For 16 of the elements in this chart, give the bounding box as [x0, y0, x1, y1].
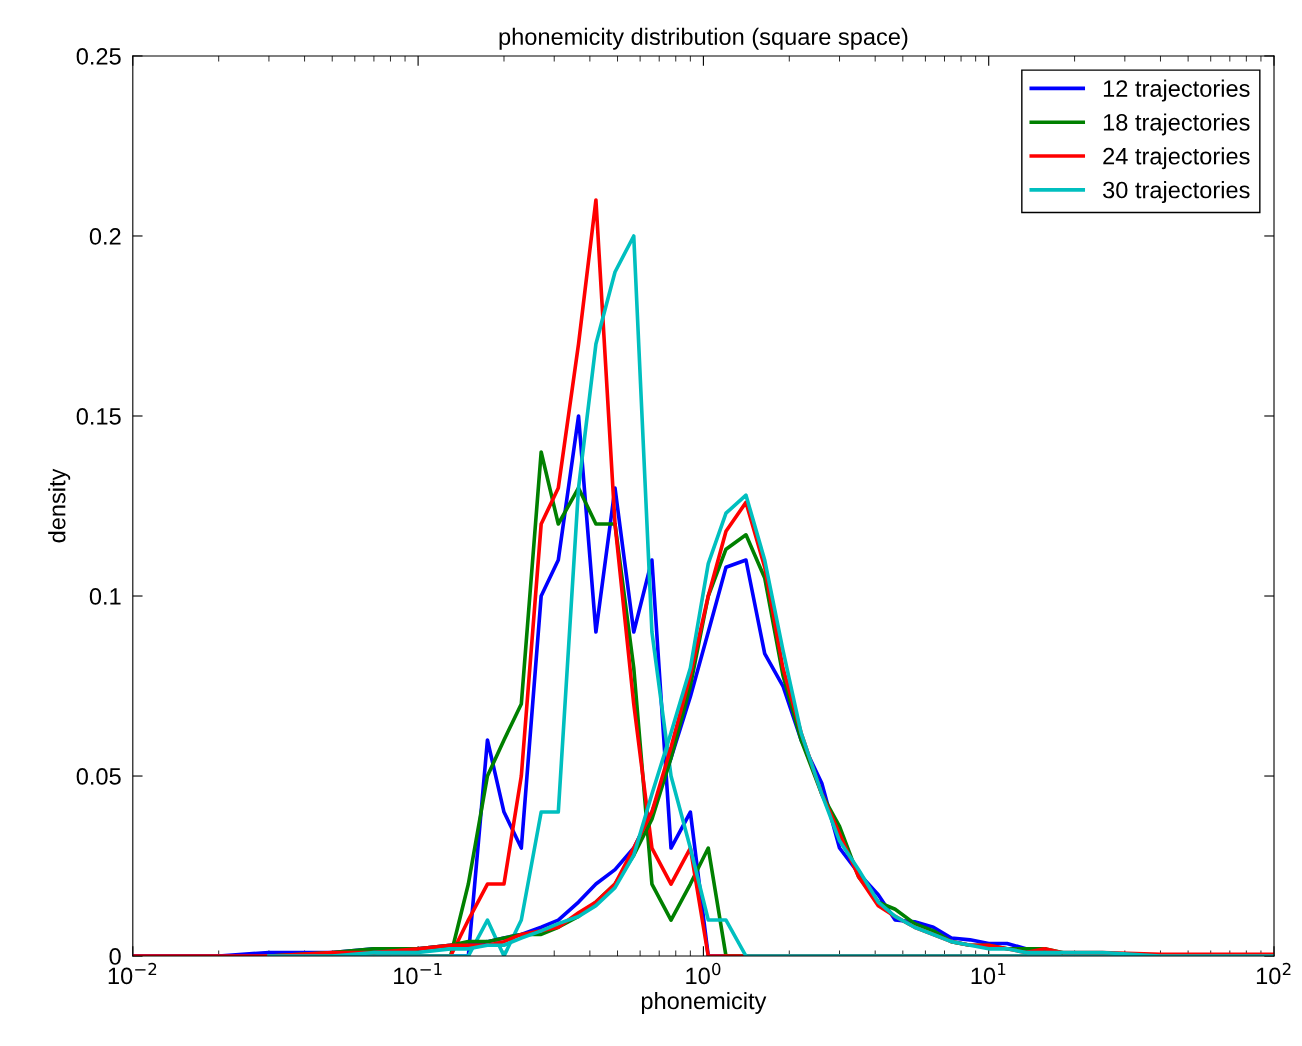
- x-tick-label: 10$^{1}$: [971, 963, 1006, 985]
- x-tick-label: 10$^{2}$: [1256, 962, 1291, 985]
- y-tick-label: 0.2: [89, 228, 121, 245]
- x-tick-label: 10$^{0}$: [686, 962, 721, 985]
- legend-label: 24 trajectories: [1103, 147, 1250, 170]
- y-tick-label: 0.05: [76, 768, 121, 785]
- legend-label: 18 trajectories: [1103, 113, 1250, 136]
- y-axis-title: density: [48, 468, 71, 543]
- y-tick-label: 0.15: [76, 408, 121, 425]
- x-tick-label: 10$^{−1}$: [394, 963, 442, 985]
- y-tick-label: 0.25: [76, 48, 121, 65]
- legend-label: 30 trajectories: [1103, 181, 1250, 204]
- y-tick-label: 0.1: [89, 588, 121, 605]
- legend-label: 12 trajectories: [1103, 79, 1250, 102]
- chart-title: phonemicity distribution (square space): [499, 27, 908, 50]
- x-axis-title: phonemicity: [641, 991, 767, 1014]
